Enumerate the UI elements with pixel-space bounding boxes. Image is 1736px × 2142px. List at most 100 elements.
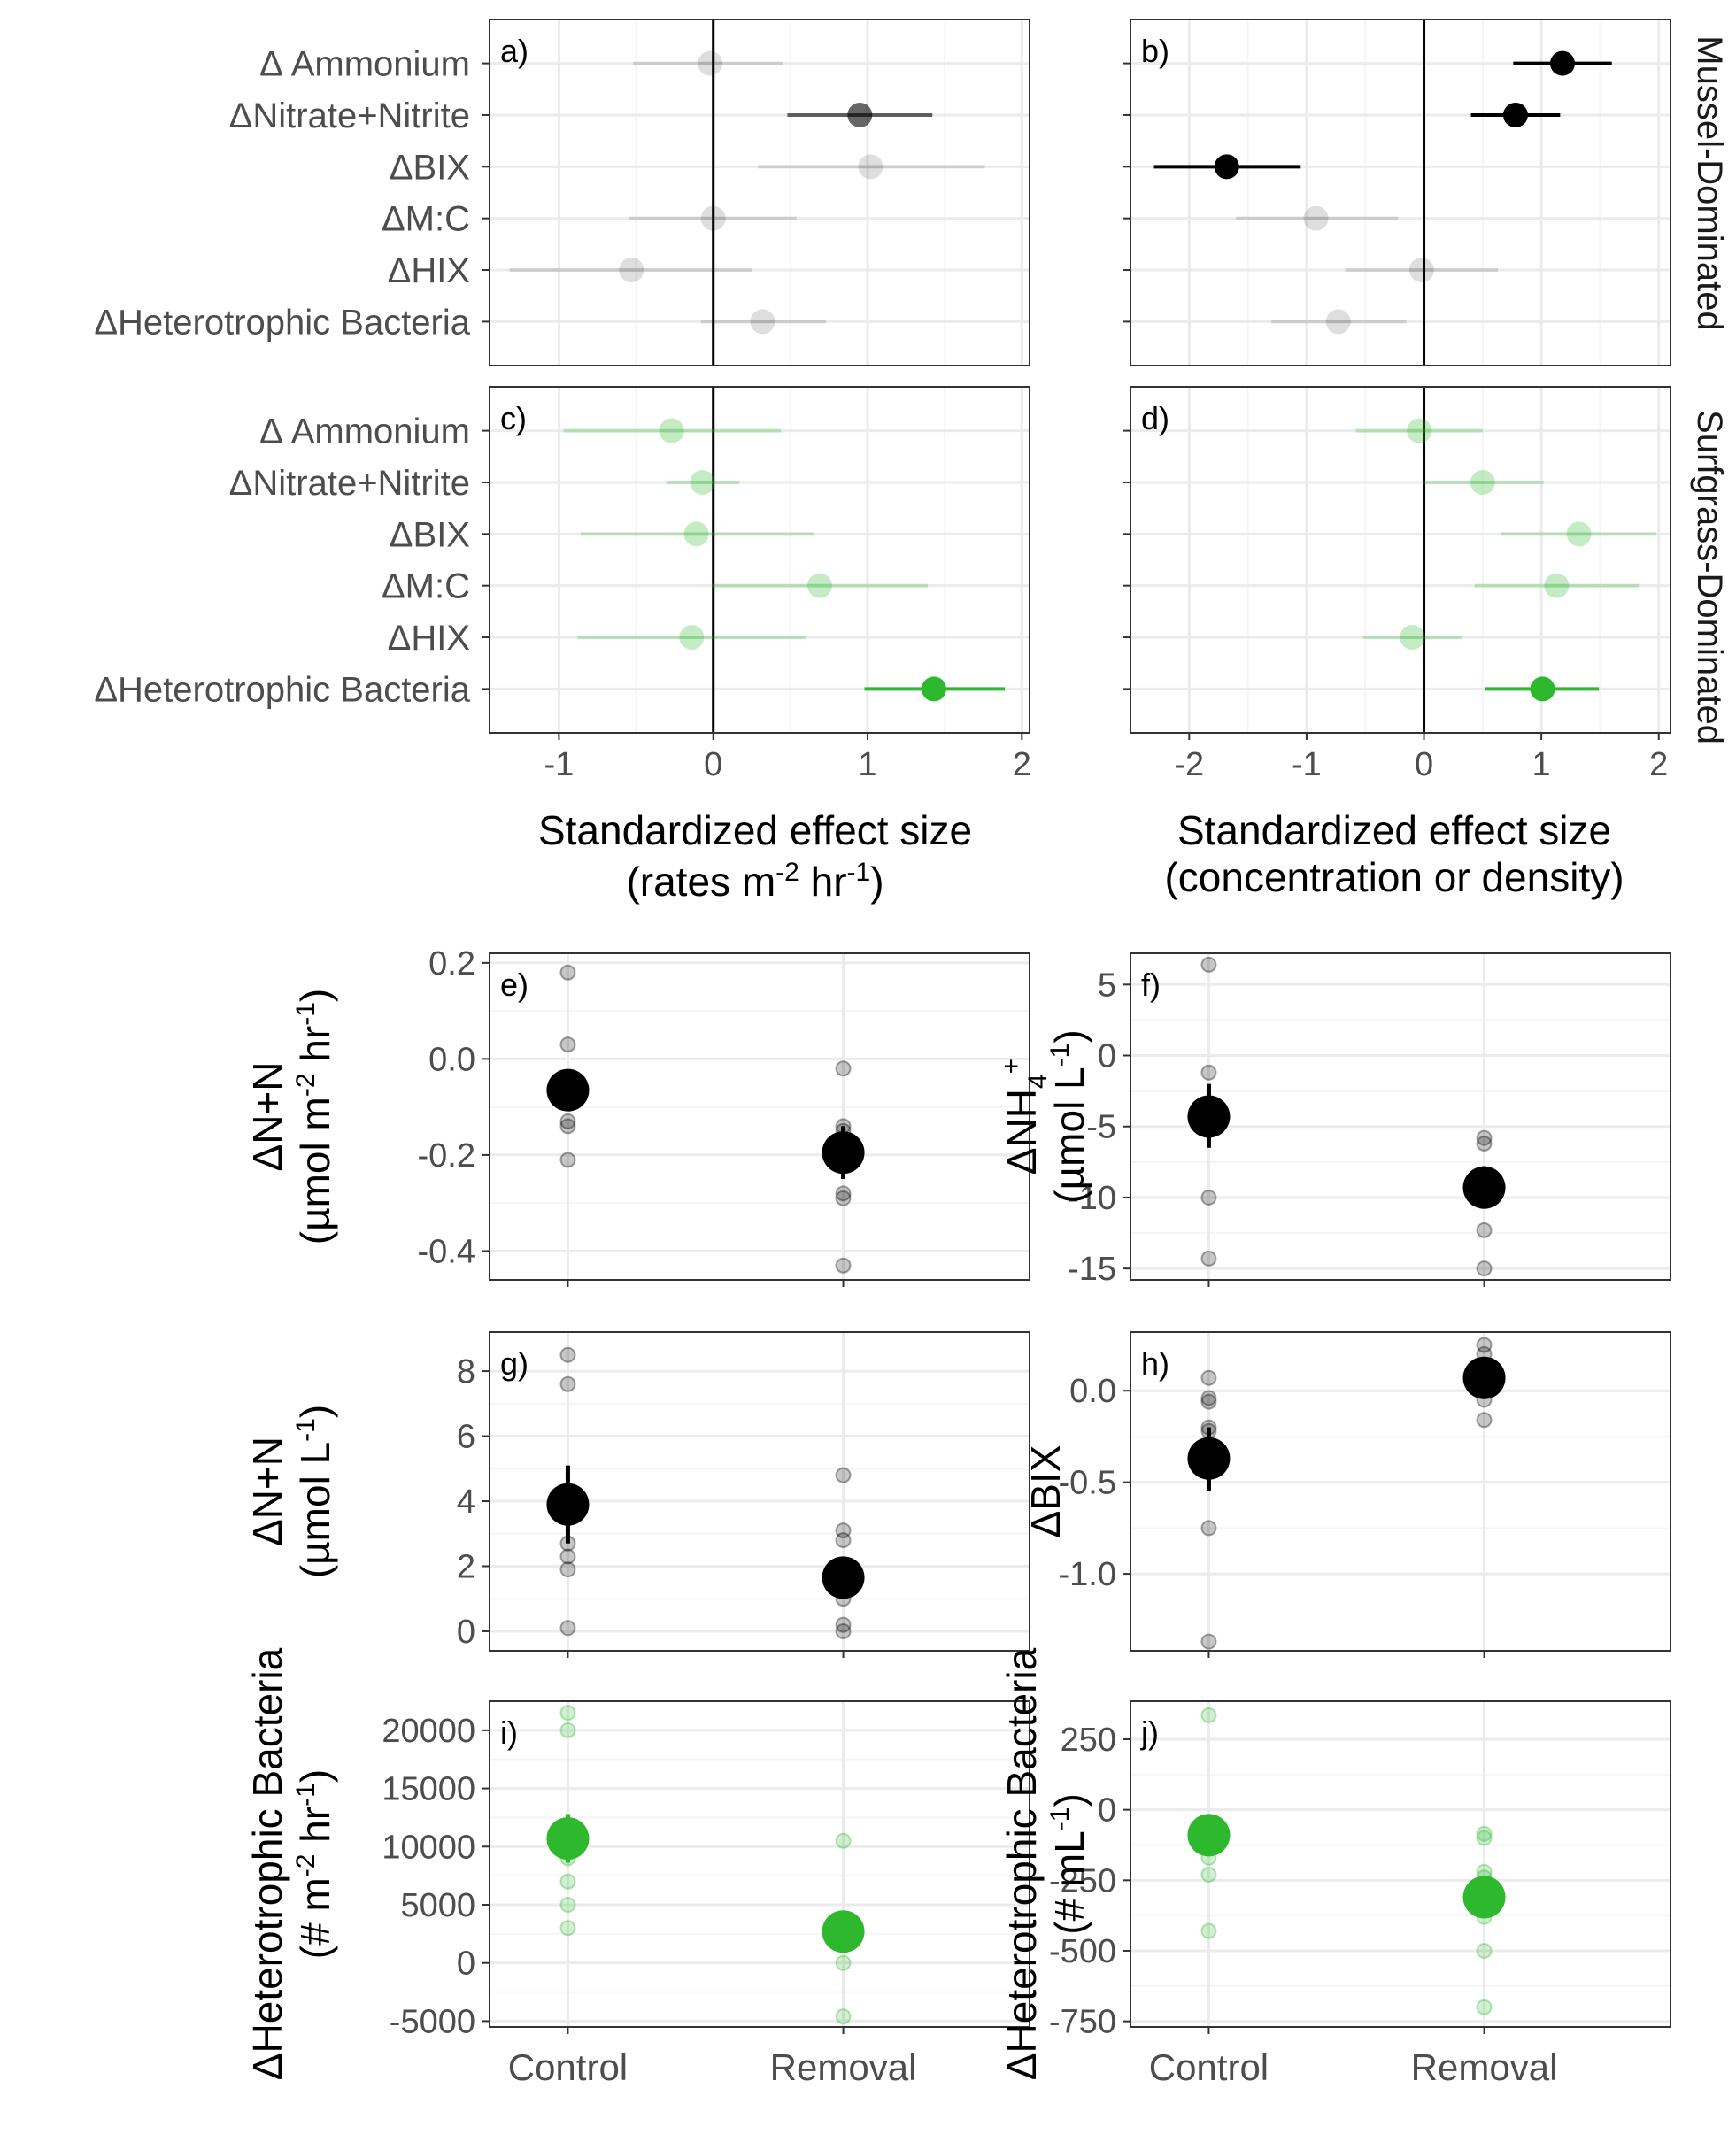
panel-f-raw-point bbox=[1476, 1135, 1493, 1152]
panel-f-y-tick-label: -15 bbox=[1068, 1251, 1116, 1288]
panel-e-raw-point bbox=[559, 1118, 576, 1135]
panel-h-mean-point bbox=[1187, 1437, 1231, 1480]
panel-g-raw-point bbox=[835, 1467, 852, 1483]
panel-i-raw-point bbox=[835, 1954, 852, 1971]
panel-j-raw-point bbox=[1200, 1866, 1217, 1883]
panel-a-effect-point bbox=[619, 258, 644, 283]
panel-i-y-tick-label: 0 bbox=[457, 1946, 475, 1983]
panel-g-raw-point bbox=[559, 1561, 576, 1578]
panel-a-panel-frame bbox=[489, 19, 1030, 366]
panel-c-y-tick-label: ΔBIX bbox=[390, 515, 470, 554]
panel-j-x-tick-label: Removal bbox=[1411, 2046, 1558, 2088]
panel-g-y-axis-title-line1: ΔN+N bbox=[244, 1437, 290, 1546]
panel-e-y-tick-label: 0.0 bbox=[428, 1041, 475, 1078]
panel-f-y-tick-label: 5 bbox=[1098, 967, 1116, 1004]
panel-g-raw-point bbox=[559, 1375, 576, 1392]
panel-g-y-axis-title-line2: (µmol L-1) bbox=[291, 1405, 338, 1578]
panel-h-mean-point bbox=[1462, 1356, 1506, 1399]
x-axis-title-left-line1: Standardized effect size bbox=[538, 807, 972, 853]
panel-g-panel-frame bbox=[489, 1331, 1030, 1652]
panel-e-raw-point bbox=[559, 964, 576, 981]
panel-j-mean-point bbox=[1462, 1876, 1506, 1919]
panel-h-y-tick-label: -1.0 bbox=[1059, 1556, 1116, 1593]
panel-d-effect-point bbox=[1530, 676, 1555, 702]
panel-b-effect-point bbox=[1303, 205, 1329, 231]
panel-a-label: a) bbox=[500, 33, 529, 69]
frames-layer bbox=[482, 19, 1671, 2034]
panel-h-label: h) bbox=[1141, 1345, 1169, 1382]
panel-d-x-tick-label: 2 bbox=[1649, 746, 1668, 783]
x-axis-title-right-line1: Standardized effect size bbox=[1177, 807, 1611, 853]
panel-b-effect-point bbox=[1502, 102, 1528, 127]
panel-e-raw-point bbox=[835, 1060, 852, 1077]
panel-c-y-tick-label: ΔM:C bbox=[382, 567, 470, 606]
panel-g-y-tick-label: 8 bbox=[457, 1353, 475, 1391]
panel-c-y-tick-label: Δ Ammonium bbox=[259, 412, 470, 451]
panel-g-mean-point bbox=[546, 1483, 590, 1526]
panel-a-y-tick-label: ΔHIX bbox=[388, 251, 470, 290]
panel-c-y-tick-label: ΔHeterotrophic Bacteria bbox=[94, 670, 470, 709]
panel-f-y-tick-label: -10 bbox=[1068, 1180, 1116, 1217]
panel-i-y-axis-title-line1: ΔHeterotrophic Bacteria bbox=[244, 1647, 290, 2080]
panel-a-effect-point bbox=[700, 205, 726, 231]
panel-b-effect-point bbox=[1214, 154, 1239, 180]
panel-h-y-axis-title-line1: ΔBIX bbox=[1022, 1445, 1069, 1538]
panel-i-raw-point bbox=[559, 1897, 576, 1913]
marks-layer bbox=[509, 19, 1657, 2025]
panel-i-y-tick-label: -5000 bbox=[390, 2003, 475, 2040]
panel-i-y-tick-label: 10000 bbox=[382, 1829, 475, 1866]
panel-d-x-tick-label: -1 bbox=[1292, 746, 1322, 783]
panel-h-y-tick-label: -0.5 bbox=[1059, 1465, 1116, 1502]
panel-c-x-tick-label: -1 bbox=[544, 746, 575, 783]
panel-d-effect-point bbox=[1544, 573, 1570, 598]
panel-g-raw-point bbox=[559, 1620, 576, 1637]
panel-j-raw-point bbox=[1476, 1825, 1493, 1842]
panel-c-effect-point bbox=[659, 418, 684, 443]
panel-c-effect-point bbox=[683, 521, 709, 547]
panel-h-raw-point bbox=[1200, 1393, 1217, 1410]
panel-e-raw-point bbox=[559, 1113, 576, 1129]
panel-j-raw-point bbox=[1200, 1922, 1217, 1939]
panel-j-y-tick-label: 0 bbox=[1098, 1792, 1116, 1830]
strip-label-mussel: Mussel-Dominated bbox=[1690, 35, 1729, 330]
panel-f-mean-point bbox=[1462, 1166, 1506, 1209]
panel-b-label: b) bbox=[1141, 33, 1169, 69]
panel-f-label: f) bbox=[1141, 967, 1161, 1003]
panel-d-effect-point bbox=[1566, 521, 1592, 547]
panel-i-raw-point bbox=[559, 1722, 576, 1738]
panel-d-effect-point bbox=[1470, 469, 1495, 495]
panel-j-label: j) bbox=[1140, 1714, 1159, 1751]
panel-f-raw-point bbox=[1200, 1189, 1217, 1206]
panel-e-raw-point bbox=[559, 1152, 576, 1168]
panel-c-y-tick-label: ΔHIX bbox=[388, 619, 470, 658]
panel-f-panel-frame bbox=[1130, 952, 1671, 1281]
panel-i-raw-point bbox=[835, 1832, 852, 1849]
panel-f-raw-point bbox=[1476, 1221, 1493, 1238]
panel-c-effect-point bbox=[690, 469, 715, 495]
panel-c-effect-point bbox=[921, 676, 946, 702]
panel-i-y-tick-label: 5000 bbox=[400, 1887, 475, 1924]
panel-e-mean-point bbox=[822, 1131, 865, 1175]
panel-j-x-tick-label: Control bbox=[1149, 2046, 1269, 2088]
x-axis-title-right-line2: (concentration or density) bbox=[1164, 854, 1624, 900]
panel-e-label: e) bbox=[500, 967, 529, 1003]
panel-h-raw-point bbox=[1200, 1390, 1217, 1406]
panel-j-y-tick-label: -500 bbox=[1049, 1933, 1116, 1970]
panel-i-y-tick-label: 15000 bbox=[382, 1771, 475, 1808]
panel-g-y-tick-label: 2 bbox=[457, 1548, 475, 1585]
panel-g-raw-point bbox=[559, 1548, 576, 1565]
panel-i-y-axis-title-line2: (# m-2 hr-1) bbox=[291, 1769, 338, 1959]
panel-a-effect-point bbox=[847, 102, 873, 127]
text-layer: Mussel-Dominated Surfgrass-Dominated Sta… bbox=[94, 33, 1729, 2088]
panel-f-raw-point bbox=[1200, 956, 1217, 973]
panel-g-label: g) bbox=[500, 1345, 529, 1382]
panel-e-raw-point bbox=[835, 1257, 852, 1274]
panel-c-x-tick-label: 2 bbox=[1013, 746, 1031, 783]
panel-a-y-tick-label: ΔNitrate+Nitrite bbox=[229, 96, 470, 135]
panel-d-x-tick-label: 0 bbox=[1415, 746, 1433, 783]
panel-e-raw-point bbox=[559, 1036, 576, 1053]
panel-j-y-tick-label: 250 bbox=[1061, 1722, 1116, 1759]
panel-f-y-tick-label: 0 bbox=[1098, 1038, 1116, 1075]
panel-c-effect-point bbox=[679, 625, 705, 651]
panel-i-x-tick-label: Control bbox=[508, 2046, 628, 2088]
